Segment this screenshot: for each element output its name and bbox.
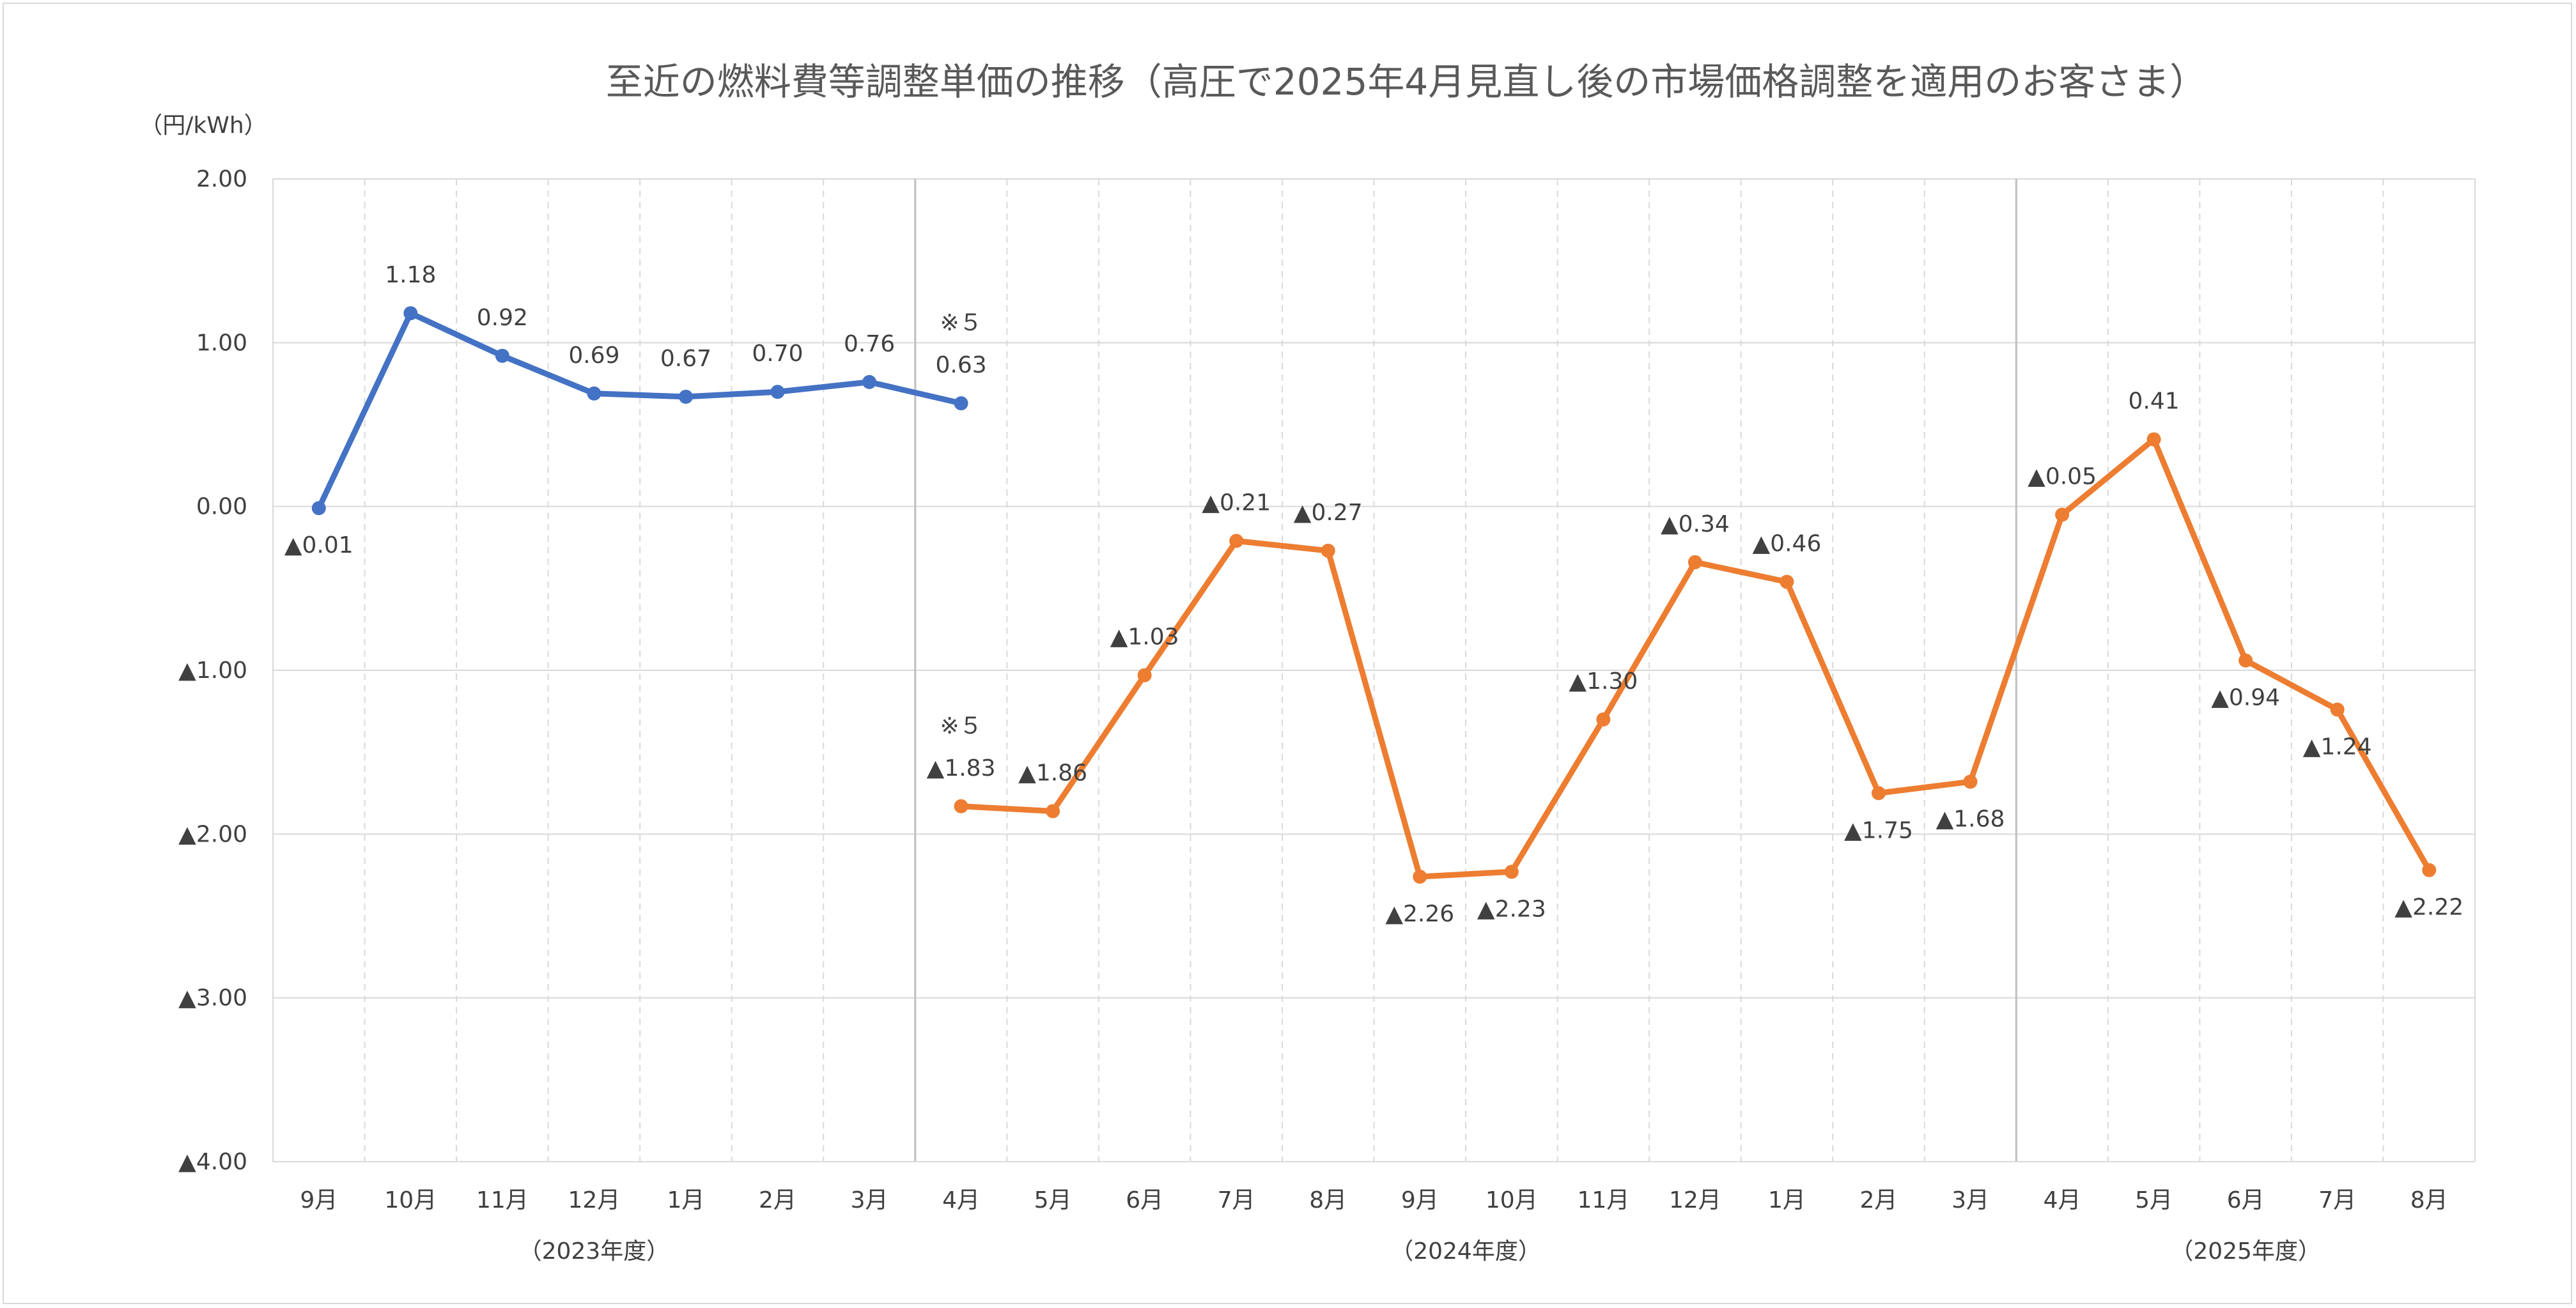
fiscal-year-label: （2024年度） [1390,1238,1541,1265]
x-tick-label: 2月 [1860,1187,1898,1213]
data-point [403,306,418,321]
data-point [587,386,601,401]
x-tick-label: 9月 [300,1187,338,1213]
data-point [2146,432,2161,447]
axes: 2.00 1.00 0.00 ▲1.00 ▲2.00 ▲3.00 ▲4.00 9月 10月 11月… [178,166,2475,1265]
data-label: ▲0.27 [1294,500,1363,526]
data-point [1413,869,1427,884]
data-label: ▲1.68 [1936,806,2005,832]
x-tick-label: 11月 [476,1187,529,1213]
x-tick-label: 4月 [2044,1187,2081,1213]
data-point [1780,574,1794,589]
data-point [1871,786,1886,801]
data-label: 0.41 [2129,389,2180,415]
x-tick-label: 5月 [2135,1187,2173,1213]
data-point [311,501,326,516]
series-line-2 [958,436,2432,880]
series-group [311,306,2437,884]
chart-title: 至近の燃料費等調整単価の推移（高圧で2025年4月見直し後の市場価格調整を適用の… [606,60,2207,104]
data-label: 1.18 [385,262,436,288]
data-point [2055,507,2070,522]
footnote-marker: ※５ [940,310,982,336]
x-tick-label: 8月 [2410,1187,2448,1213]
data-point [678,389,693,404]
data-point [1504,865,1519,879]
data-point [1321,543,1335,558]
data-label: ▲1.03 [1110,624,1179,650]
data-point [1137,668,1152,682]
x-tick-label: 1月 [667,1187,704,1213]
x-tick-label: 4月 [942,1187,980,1213]
data-label: ▲2.23 [1477,896,1546,922]
series-line-1 [316,310,965,511]
data-label: 0.92 [477,305,528,331]
x-tick-label: 12月 [1669,1187,1721,1213]
x-tick-label: 10月 [1486,1187,1538,1213]
x-tick-label: 7月 [1218,1187,1255,1213]
data-label: 0.69 [568,342,619,369]
x-tick-label: 2月 [759,1187,796,1213]
data-label: ▲0.21 [1202,489,1271,516]
y-tick-label: ▲1.00 [178,658,247,684]
x-tick-label: 3月 [851,1187,888,1213]
data-point [954,799,968,813]
data-point [495,348,509,363]
y-tick-label: ▲2.00 [178,821,247,847]
data-point [1963,774,1978,789]
x-tick-label: 10月 [384,1187,437,1213]
data-label: 0.63 [935,352,986,378]
data-label: ▲1.86 [1018,760,1087,786]
data-label: ▲2.22 [2394,895,2463,921]
data-label: 0.70 [752,341,803,367]
data-label: ▲1.30 [1569,668,1638,695]
data-point [2330,702,2345,717]
data-point [954,396,968,411]
data-point [2238,653,2253,668]
x-tick-label: 6月 [2227,1187,2265,1213]
data-label: 0.67 [660,346,711,372]
data-label: ▲0.05 [2028,463,2097,489]
x-tick-label: 8月 [1309,1187,1347,1213]
data-point [2422,863,2437,877]
data-point [1046,804,1060,819]
data-point [770,385,785,399]
data-point [1596,712,1611,727]
data-label: ▲1.83 [927,755,996,781]
x-tick-label: 1月 [1768,1187,1806,1213]
data-label: ▲0.34 [1661,511,1730,537]
fiscal-year-label: （2023年度） [519,1238,670,1265]
x-tick-label: 6月 [1126,1187,1163,1213]
y-tick-label: ▲3.00 [178,985,247,1012]
gridlines [272,178,2476,1162]
data-label: ▲2.26 [1385,901,1454,927]
y-tick-label: ▲4.00 [178,1149,247,1175]
y-tick-label: 0.00 [196,494,247,520]
data-labels: ▲0.01 1.18 0.92 0.69 0.67 0.70 0.76 0.63 ※５ ▲1.83… [284,262,2463,927]
data-point [1229,534,1244,548]
y-axis-unit-label: （円/kWh） [139,112,267,139]
y-tick-label: 2.00 [196,166,247,192]
data-label: ▲0.01 [284,532,353,558]
x-tick-label: 11月 [1577,1187,1629,1213]
footnote-marker: ※５ [940,713,982,739]
x-tick-label: 3月 [1951,1187,1989,1213]
chart-frame [3,3,2572,1304]
data-label: 0.76 [844,331,895,357]
x-tick-label: 9月 [1401,1187,1439,1213]
fiscal-year-label: （2025年度） [2170,1238,2321,1265]
data-label: ▲0.94 [2211,685,2280,711]
data-label: ▲0.46 [1753,531,1822,557]
x-tick-label: 5月 [1034,1187,1072,1213]
data-point [862,374,877,389]
data-label: ▲1.75 [1844,817,1913,843]
data-point [1688,555,1702,569]
x-tick-label: 12月 [568,1187,620,1213]
y-tick-label: 1.00 [196,330,247,356]
data-label: ▲1.24 [2303,734,2372,760]
x-tick-label: 7月 [2318,1187,2356,1213]
